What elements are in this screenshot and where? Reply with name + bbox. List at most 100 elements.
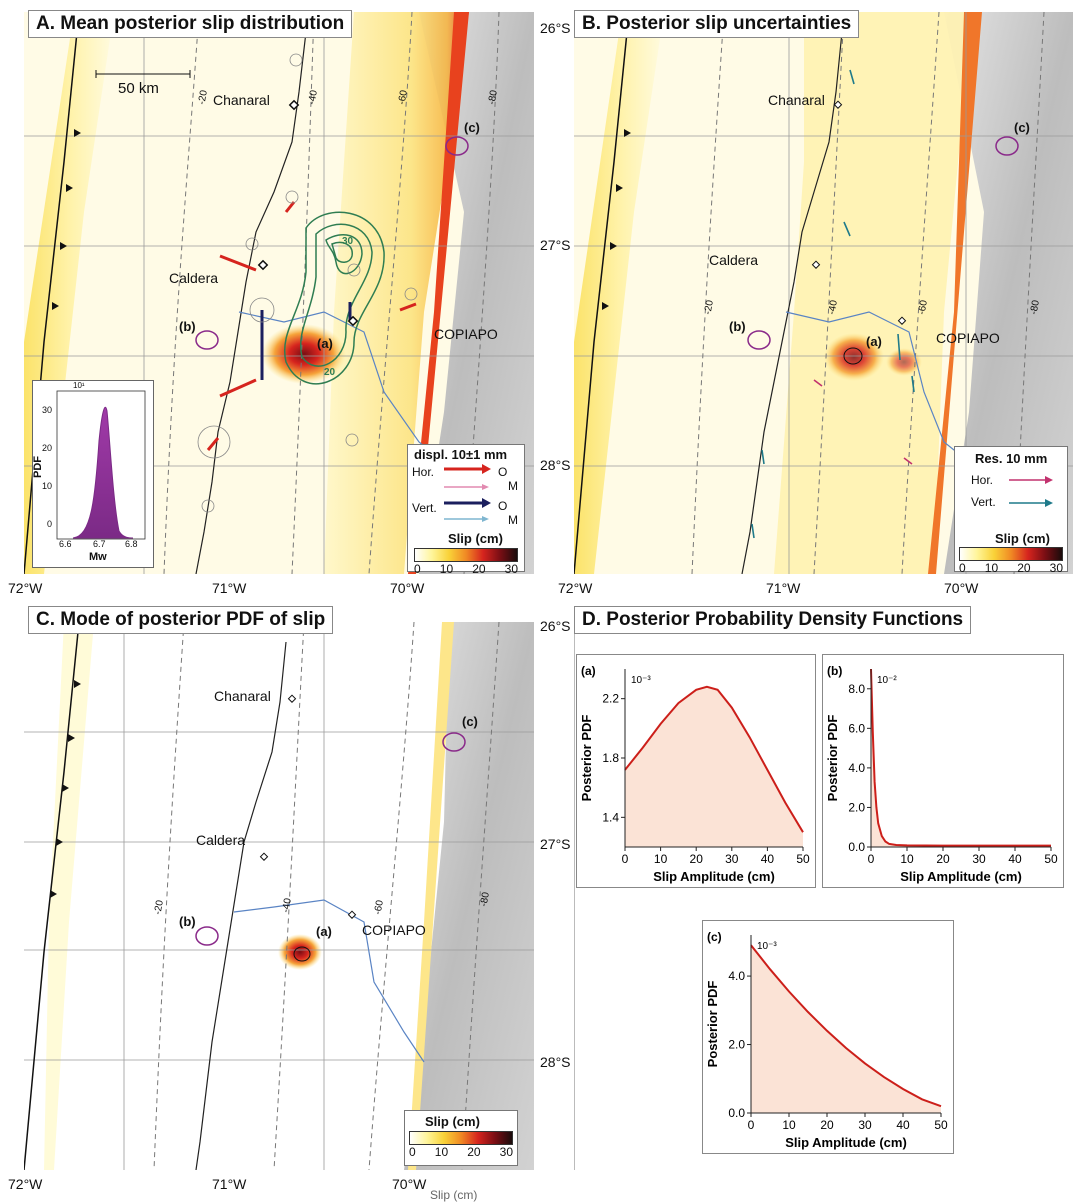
pdf-box-c: 0 10 20 30 40 50 0.0 2.0 4.0 Slip Amplitude (cm) P…	[702, 920, 954, 1154]
pdf-area-b	[871, 669, 1051, 847]
lat-tick-28-c: 28°S	[540, 1054, 571, 1070]
lon-tick-71-c: 71°W	[212, 1176, 247, 1192]
panel-label-c: (c)	[707, 930, 722, 944]
cbar-a-tick-10: 10	[439, 562, 454, 576]
place-chanaral-c: Chanaral	[214, 688, 271, 704]
x-tick-label-b: 50	[1044, 852, 1058, 866]
lon-tick-71-b: 71°W	[766, 580, 801, 596]
lat-tick-27-a: 27°S	[540, 237, 571, 253]
panel-c-map	[24, 622, 534, 1170]
marker-c-label-b: (c)	[1014, 120, 1030, 135]
x-axis-label-c: Slip Amplitude (cm)	[785, 1135, 907, 1150]
east-slip-edge	[408, 12, 469, 574]
legend-hor-label: Hor.	[412, 465, 435, 479]
legend-hor-o: O	[498, 465, 508, 479]
legend-vert-arrows	[444, 498, 491, 522]
x-axis-label-b: Slip Amplitude (cm)	[900, 869, 1022, 884]
cbar-c-tick-10: 10	[434, 1145, 449, 1159]
legend-b-vert: Vert.	[971, 495, 996, 509]
x-axis-label-a: Slip Amplitude (cm)	[653, 869, 775, 884]
caldera-town-marker	[257, 259, 269, 271]
place-chanaral: Chanaral	[213, 92, 270, 108]
lat-tick-26-c: 26°S	[540, 618, 571, 634]
x-tick-label-a: 50	[796, 852, 810, 866]
panel-c-title: C. Mode of posterior PDF of slip	[28, 606, 334, 634]
marker-b-label-b: (b)	[729, 319, 746, 334]
lon-tick-71-a: 71°W	[212, 580, 247, 596]
panel-c: Chanaral Caldera COPIAPO (a) (b) (c) -20…	[24, 622, 534, 1170]
x-tick-label-c: 50	[934, 1118, 948, 1132]
x-tick-label-a: 10	[654, 852, 668, 866]
pdf-box-a: 0 10 20 30 40 50 1.4 1.8 2.2 Slip Amplitude (cm) P…	[576, 654, 816, 888]
y-tick-label-b: 2.0	[848, 800, 865, 814]
exponent-label-b: 10⁻²	[877, 675, 897, 686]
legend-hor-arrows	[444, 464, 491, 490]
legend-b-arrows	[1009, 476, 1053, 507]
pdf-chart-b: 0 10 20 30 40 50 0.0 2.0 4.0 6.0 8.0 Slip Amplitude…	[825, 664, 1058, 884]
marker-b-label: (b)	[179, 319, 196, 334]
legend-c-colorbar: 0 10 20 30	[409, 1131, 513, 1159]
panel-label-a: (a)	[581, 664, 596, 678]
marker-c-ellipse	[445, 136, 469, 156]
inset-exponent: 10¹	[73, 381, 85, 390]
x-tick-label-c: 30	[858, 1118, 872, 1132]
place-caldera-b: Caldera	[709, 252, 759, 268]
copiapo-river	[238, 311, 445, 463]
y-tick-label-c: 0.0	[728, 1106, 745, 1120]
lon-tick-70-a: 70°W	[390, 580, 425, 596]
copiapo-town-marker	[347, 315, 359, 327]
y-tick-label-b: 4.0	[848, 761, 865, 775]
panel-label-b: (b)	[827, 664, 842, 678]
slip-contour-label-30: 30	[342, 236, 354, 247]
marker-a-label-b: (a)	[866, 334, 882, 349]
x-tick-label-b: 0	[868, 852, 875, 866]
x-tick-label-a: 20	[690, 852, 704, 866]
cbar-c-tick-20: 20	[467, 1145, 481, 1159]
legend-b-hor: Hor.	[971, 473, 994, 487]
andes-relief	[419, 12, 534, 574]
lat-tick-27-c: 27°S	[540, 836, 571, 852]
place-copiapo: COPIAPO	[434, 326, 498, 342]
lon-tick-72-a: 72°W	[8, 580, 43, 596]
inset-ytick-30: 30	[42, 405, 53, 415]
x-tick-label-a: 0	[622, 852, 629, 866]
lon-tick-72-b: 72°W	[558, 580, 593, 596]
x-tick-label-c: 10	[782, 1118, 796, 1132]
y-axis-label-b: Posterior PDF	[825, 715, 840, 802]
legend-c-slip-title: Slip (cm)	[425, 1114, 480, 1129]
panel-d	[574, 622, 1073, 1170]
slip-contour-label-20: 20	[324, 367, 336, 378]
x-tick-label-b: 40	[1008, 852, 1022, 866]
lon-tick-70-c: 70°W	[392, 1176, 427, 1192]
panel-d-title: D. Posterior Probability Density Functio…	[574, 606, 972, 634]
cbar-a-tick-30: 30	[504, 562, 518, 576]
marker-a-label-c: (a)	[316, 924, 332, 939]
x-tick-label-c: 40	[896, 1118, 910, 1132]
mw-inset-plot	[56, 390, 146, 540]
scale-label: 50 km	[118, 80, 159, 97]
y-tick-label-c: 2.0	[728, 1038, 745, 1052]
cbar-b-tick-0: 0	[959, 561, 966, 575]
lat-tick-28-a: 28°S	[540, 457, 571, 473]
legend-a-slip-title: Slip (cm)	[448, 531, 503, 546]
inset-xlabel: Mw	[89, 551, 107, 563]
y-tick-label-a: 1.4	[602, 810, 619, 824]
slip-contours	[284, 211, 385, 385]
cbar-a-tick-0: 0	[414, 562, 421, 576]
place-caldera-c: Caldera	[196, 832, 246, 848]
x-tick-label-b: 10	[900, 852, 914, 866]
inset-ytick-20: 20	[42, 443, 53, 453]
legend-vert-m: M	[508, 513, 518, 527]
slip-hotspot	[262, 324, 346, 384]
legend-vert-label: Vert.	[412, 501, 437, 515]
legend-b-slip-title: Slip (cm)	[995, 531, 1050, 546]
legend-b-title: Res. 10 mm	[975, 451, 1048, 466]
inset-ytick-0: 0	[47, 519, 53, 529]
cbar-c-tick-0: 0	[409, 1145, 416, 1159]
legend-a-title: displ. 10±1 mm	[414, 447, 508, 462]
marker-b-ellipse	[195, 330, 219, 350]
x-tick-label-a: 40	[761, 852, 775, 866]
pdf-chart-a: 0 10 20 30 40 50 1.4 1.8 2.2 Slip Amplitude (cm) P…	[579, 664, 810, 884]
inset-xtick-1: 6.6	[59, 539, 72, 549]
inset-ylabel: PDF	[32, 456, 44, 478]
